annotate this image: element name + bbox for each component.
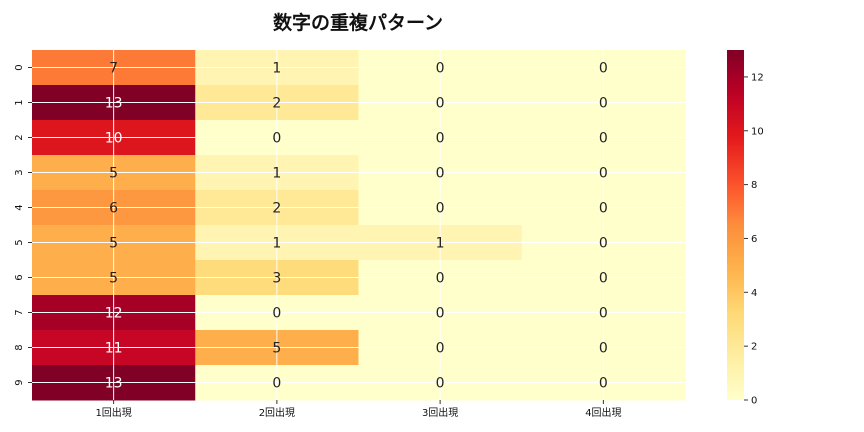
x-tick-label: 4回出現: [585, 406, 621, 419]
cell-value-label: 0: [272, 131, 281, 147]
y-tick-label: 9: [14, 379, 25, 385]
cell-value-label: 0: [599, 61, 608, 77]
x-tick-label: 3回出現: [422, 406, 458, 419]
cell-value-label: 5: [109, 271, 118, 287]
cell-value-label: 0: [599, 201, 608, 217]
y-tick-label: 6: [14, 274, 25, 280]
cell-value-label: 2: [272, 96, 281, 112]
cell-value-label: 0: [599, 306, 608, 322]
cell-value-label: 0: [272, 306, 281, 322]
y-tick-label: 5: [14, 239, 25, 245]
x-tick-label: 2回出現: [259, 406, 295, 419]
y-tick-label: 3: [14, 169, 25, 175]
cell-value-label: 0: [436, 271, 445, 287]
cell-value-label: 0: [599, 236, 608, 252]
cell-value-label: 0: [272, 376, 281, 392]
cell-value-label: 5: [109, 236, 118, 252]
cell-value-label: 0: [599, 341, 608, 357]
cell-value-label: 0: [599, 96, 608, 112]
cell-value-label: 1: [272, 166, 281, 182]
cell-value-label: 0: [436, 61, 445, 77]
cell-value-label: 1: [272, 61, 281, 77]
cell-value-label: 0: [436, 131, 445, 147]
cell-value-label: 0: [436, 341, 445, 357]
y-tick-label: 8: [14, 344, 25, 350]
cell-value-label: 3: [272, 271, 281, 287]
cell-value-label: 10: [105, 131, 123, 147]
chart-title: 数字の重複パターン: [273, 11, 443, 34]
colorbar-tick-label: 4: [751, 288, 757, 299]
cell-value-label: 0: [436, 376, 445, 392]
cell-value-label: 5: [109, 166, 118, 182]
cell-value-label: 6: [109, 201, 118, 217]
colorbar-tick-label: 8: [751, 180, 757, 191]
colorbar: 0 2 4 6 8 10 12: [727, 50, 764, 407]
grid-lines: [32, 50, 685, 400]
y-tick-label: 1: [14, 99, 25, 105]
y-tick-label: 0: [14, 64, 25, 70]
cell-value-label: 13: [105, 376, 123, 392]
cell-value-labels: 7 1 0 013 2 0 010 0 0 05 1 0 06 2 0 05 1 1 05 3 0 012 0 0 011 5 0 0…: [105, 61, 608, 392]
cell-value-label: 0: [599, 271, 608, 287]
cell-value-label: 2: [272, 201, 281, 217]
colorbar-tick-label: 2: [751, 342, 757, 353]
x-tick-label: 1回出現: [95, 406, 131, 419]
cell-value-label: 1: [272, 236, 281, 252]
x-axis: 1回出現 2回出現 3回出現 4回出現: [95, 400, 622, 419]
cell-value-label: 7: [109, 61, 118, 77]
colorbar-tick-label: 6: [751, 234, 757, 245]
colorbar-gradient: [727, 50, 744, 400]
cell-value-label: 13: [105, 96, 123, 112]
y-tick-label: 4: [14, 204, 25, 210]
colorbar-tick-label: 12: [751, 72, 764, 83]
cell-value-label: 11: [105, 341, 123, 357]
cell-value-label: 0: [599, 131, 608, 147]
cell-value-label: 0: [436, 306, 445, 322]
cell-value-label: 1: [436, 236, 445, 252]
colorbar-tick-label: 0: [751, 396, 757, 407]
cell-value-label: 0: [436, 166, 445, 182]
cell-value-label: 0: [599, 376, 608, 392]
y-tick-label: 2: [14, 134, 25, 140]
cell-value-label: 0: [599, 166, 608, 182]
y-axis: 0 1 2 3 4 5 6 7 8 9: [14, 64, 32, 386]
cell-value-label: 5: [272, 341, 281, 357]
cell-value-label: 12: [105, 306, 123, 322]
cell-value-label: 0: [436, 96, 445, 112]
colorbar-tick-label: 10: [751, 126, 764, 137]
y-tick-label: 7: [14, 309, 25, 315]
cell-value-label: 0: [436, 201, 445, 217]
